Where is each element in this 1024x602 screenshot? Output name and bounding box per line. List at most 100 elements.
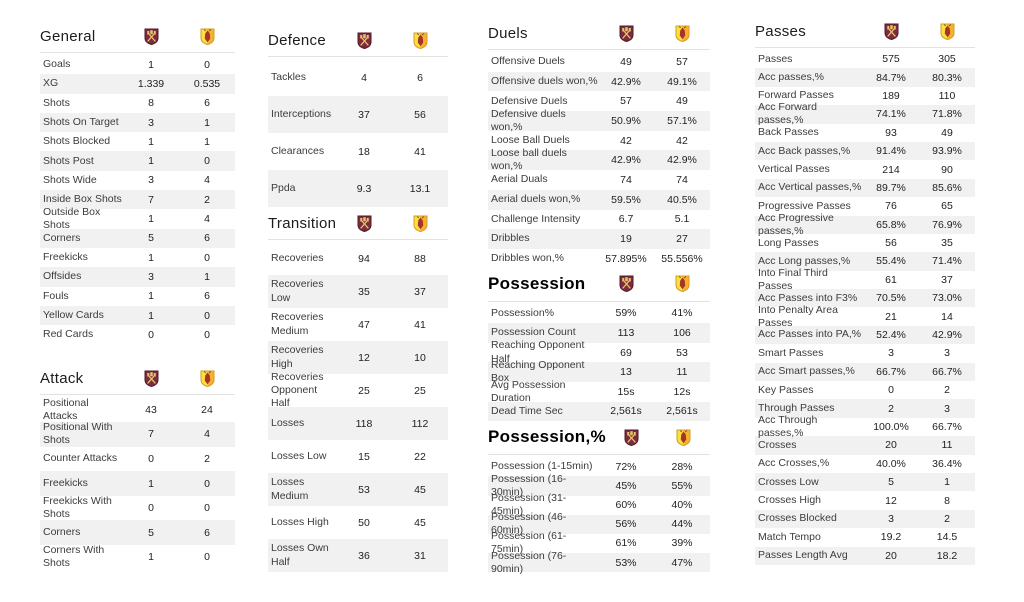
home-value: 113 [617,326,635,339]
home-value: 13 [620,366,632,379]
home-value: 60% [615,499,637,512]
stat-label: Tackles [271,70,307,83]
duels-rows: Offensive Duels 49 57 Offensive duels won,%… [488,52,710,269]
stat-label: Freekicks [43,251,88,264]
stat-label: Acc Passes into F3% [758,291,858,304]
home-value: 5 [148,526,154,539]
away-value: 42.9% [667,154,697,167]
stat-row: Reaching Opponent Half 69 53 [488,339,710,364]
away-value: 49 [941,126,953,139]
stat-row: Counter Attacks 0 2 [40,447,235,472]
away-value: 112 [411,417,429,430]
stat-label: Goals [43,58,71,71]
stat-row: Loose Ball Duels 42 42 [488,131,710,151]
stat-row: Dead Time Sec 2,561s 2,561s [488,401,710,422]
home-value: 8 [148,97,154,110]
away-value: 11 [941,439,953,452]
stat-label: Into Final Third Passes [758,266,828,292]
stat-label: Recoveries Medium [271,311,324,337]
watford-crest-icon [919,23,975,40]
stat-label: Dribbles won,% [491,252,564,265]
section-header-duels: Duels [488,25,710,50]
away-value: 80.3% [932,71,962,84]
stat-label: Ppda [271,181,296,194]
stat-label: Smart Passes [758,346,824,359]
stat-label: Shots [43,96,70,109]
watford-crest-icon [392,32,448,49]
stat-label: Interceptions [271,107,332,120]
stat-row: Through Passes 2 3 [755,399,975,418]
stat-label: Acc Passes into PA,% [758,328,862,341]
away-value: 2,561s [666,405,698,418]
stat-label: Recoveries High [271,344,324,370]
away-value: 41 [414,318,426,331]
away-value: 1 [944,476,950,489]
home-value: 47 [358,318,370,331]
stat-row: Into Penalty Area Passes 21 14 [755,304,975,329]
stat-row: Shots Wide 3 4 [40,171,235,190]
away-value: 49.1% [667,75,697,88]
stat-row: Goals 1 0 [40,55,235,74]
away-value: 31 [414,549,426,562]
away-value: 55% [671,479,693,492]
stat-label: Aerial duels won,% [491,193,581,206]
home-value: 3 [148,174,154,187]
stat-label: Avg Possession Duration [491,378,566,404]
away-value: 0 [204,328,210,341]
home-value: 42 [620,134,632,147]
stat-row: Vertical Passes 214 90 [755,160,975,178]
stat-label: Possession (31-45min) [491,491,567,518]
stat-row: Yellow Cards 1 0 [40,305,235,326]
stat-row: Losses 118 112 [268,407,448,440]
home-value: 65.8% [876,218,906,231]
stat-row: Possession (1-15min) 72% 28% [488,457,710,476]
stat-row: Crosses 20 11 [755,436,975,455]
stat-row: Freekicks 1 0 [40,471,235,496]
stat-label: Corners [43,526,81,539]
stat-row: Losses High 50 45 [268,506,448,539]
away-value: 6 [204,290,210,303]
watford-crest-icon [179,370,235,388]
stat-row: Crosses Blocked 3 2 [755,509,975,529]
home-value: 55.4% [876,255,906,268]
stat-label: Offensive duels won,% [491,74,598,87]
west-ham-crest-icon [598,25,654,42]
stat-row: Losses Medium 53 45 [268,473,448,506]
stat-row: Corners With Shots 1 0 [40,544,235,570]
stat-row: Shots 8 6 [40,94,235,113]
stat-row: Acc Back passes,% 91.4% 93.9% [755,141,975,161]
stat-label: Positional Attacks [43,396,89,422]
stat-row: Crosses Low 5 1 [755,472,975,492]
home-value: 66.7% [876,365,906,378]
stat-row: Shots Post 1 0 [40,151,235,171]
stat-row: Progressive Passes 76 65 [755,197,975,215]
home-value: 74.1% [876,108,906,121]
stat-row: Acc Crosses,% 40.0% 36.4% [755,455,975,473]
home-value: 37 [358,108,370,121]
section-header-possession: Possession [488,274,710,302]
stat-label: Match Tempo [758,530,821,543]
home-value: 56 [885,237,897,250]
stat-row: Reaching Opponent Box 13 11 [488,359,710,384]
stat-label: Clearances [271,144,325,157]
home-value: 45% [615,479,637,492]
stat-row: Acc Forward passes,% 74.1% 71.8% [755,101,975,126]
home-value: 40.0% [876,457,906,470]
stat-label: Fouls [43,289,69,302]
stat-row: Possession (31-45min) 60% 40% [488,492,710,517]
stat-label: Possession (16-30min) [491,472,567,498]
stat-row: Aerial Duals 74 74 [488,170,710,190]
away-value: 37 [941,273,953,286]
home-value: 7 [148,428,154,441]
away-value: 10 [414,351,426,364]
section-defence: Defence Tackles 4 6 Interceptions 37 56 Cleara… [268,32,448,207]
stat-label: Defensive duels won,% [491,107,566,133]
away-value: 0 [204,58,210,71]
section-title-general: General [40,28,96,45]
stat-label: Key Passes [758,383,814,396]
home-value: 3 [148,116,154,129]
stat-row: Avg Possession Duration 15s 12s [488,378,710,404]
stat-label: Passes [758,52,793,65]
stat-label: Acc Forward passes,% [758,101,817,127]
possession-pct-rows: Possession (1-15min) 72% 28% Possession (16… [488,457,710,575]
